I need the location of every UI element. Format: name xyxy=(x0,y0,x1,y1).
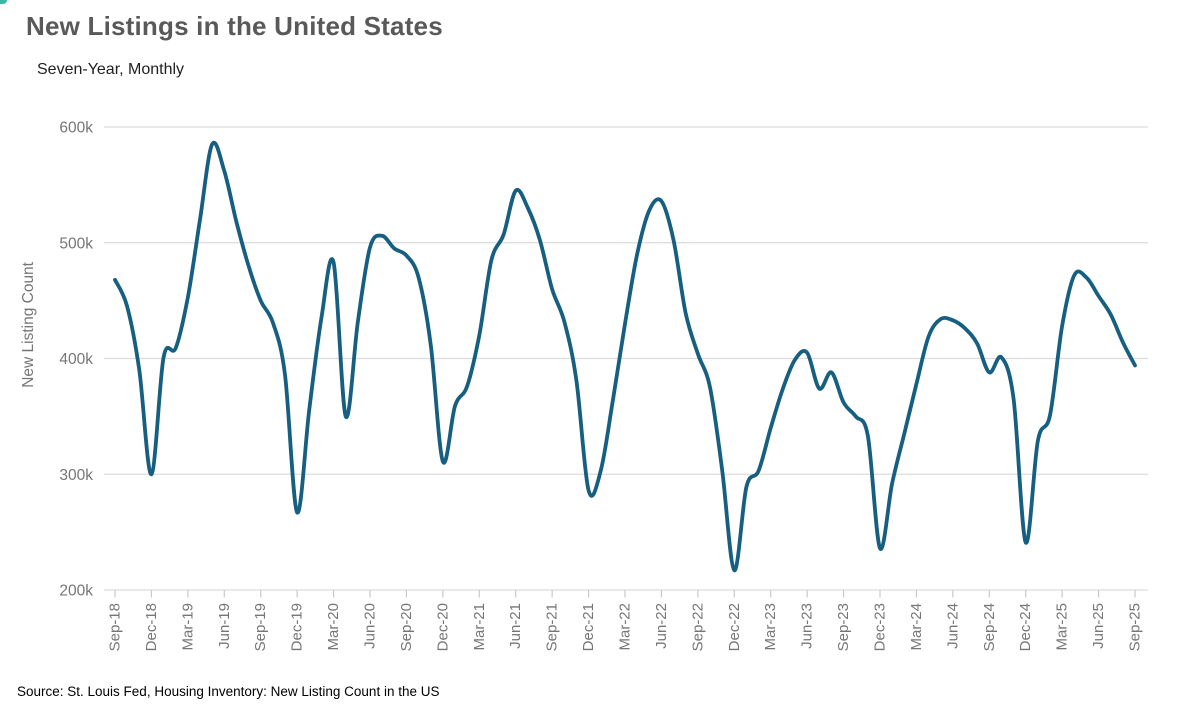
x-tick-label: Dec-19 xyxy=(289,603,306,651)
x-tick-label: Dec-18 xyxy=(143,603,160,651)
x-tick-label: Mar-22 xyxy=(617,603,634,651)
x-tick-label: Mar-23 xyxy=(762,603,779,651)
y-tick-label: 300k xyxy=(59,467,93,484)
x-tick-label: Jun-21 xyxy=(507,603,524,649)
y-tick-label: 400k xyxy=(59,351,93,368)
x-tick-label: Sep-22 xyxy=(689,603,706,651)
x-tick-label: Sep-20 xyxy=(398,603,415,651)
x-tick-label: Sep-21 xyxy=(544,603,561,651)
x-tick-label: Sep-18 xyxy=(107,603,124,651)
x-tick-label: Mar-25 xyxy=(1054,603,1071,651)
x-tick-label: Mar-24 xyxy=(908,603,925,651)
x-tick-label: Dec-23 xyxy=(872,603,889,651)
x-tick-label: Mar-20 xyxy=(325,603,342,651)
new-listings-line xyxy=(113,140,1137,573)
x-tick-label: Dec-22 xyxy=(726,603,743,651)
x-tick-label: Jun-22 xyxy=(653,603,670,649)
x-tick-label: Dec-20 xyxy=(434,603,451,651)
x-tick-label: Sep-24 xyxy=(981,603,998,651)
x-tick-label: Sep-23 xyxy=(835,603,852,651)
x-tick-label: Sep-19 xyxy=(252,603,269,651)
x-tick-label: Dec-24 xyxy=(1017,603,1034,651)
x-tick-label: Jun-24 xyxy=(944,603,961,649)
y-tick-label: 500k xyxy=(59,235,93,252)
corner-artifact xyxy=(0,0,7,4)
x-tick-label: Sep-25 xyxy=(1127,603,1144,651)
chart-title: New Listings in the United States xyxy=(26,11,443,41)
x-tick-label: Dec-21 xyxy=(580,603,597,651)
source-note: Source: St. Louis Fed, Housing Inventory… xyxy=(17,684,440,699)
x-tick-label: Jun-23 xyxy=(799,603,816,649)
y-tick-label: 600k xyxy=(59,120,93,137)
x-tick-label: Jun-19 xyxy=(216,603,233,649)
x-tick-label: Mar-21 xyxy=(471,603,488,651)
x-tick-label: Mar-19 xyxy=(179,603,196,651)
chart-subtitle: Seven-Year, Monthly xyxy=(37,61,185,78)
x-tick-label: Jun-25 xyxy=(1090,603,1107,649)
y-tick-label: 200k xyxy=(59,583,93,600)
x-tick-label: Jun-20 xyxy=(362,603,379,649)
